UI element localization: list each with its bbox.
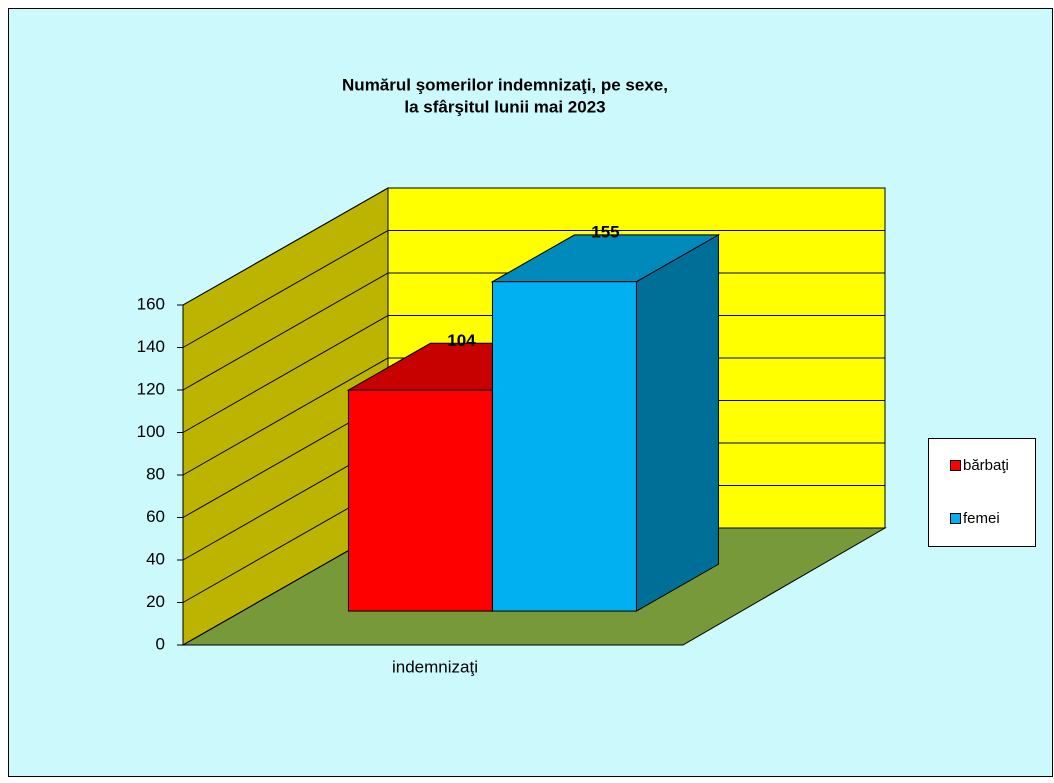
y-tick-label: 80 (146, 464, 165, 483)
legend-swatch (950, 513, 961, 524)
grid-line (182, 230, 389, 348)
y-tick-label: 0 (156, 634, 165, 653)
x-tick-label: indemnizaţi (392, 657, 478, 676)
legend-swatch (950, 460, 961, 471)
value-label: 155 (591, 222, 619, 241)
y-tick-label: 160 (137, 294, 165, 313)
value-label: 104 (447, 331, 476, 350)
y-tick-label: 100 (137, 422, 165, 441)
legend-label: bărbaţi (963, 457, 1009, 474)
bar-front (347, 389, 493, 612)
grid-line (182, 357, 389, 476)
legend-items: bărbaţi femei (950, 457, 1009, 527)
chart-title: Numărul şomerilor indemnizaţi, pe sexe, (342, 75, 668, 94)
grid-line (182, 272, 389, 391)
bars (346, 234, 721, 612)
chart-title: la sfârşitul lunii mai 2023 (404, 97, 605, 116)
bar-side (635, 234, 719, 612)
y-tick-label: 140 (137, 337, 165, 356)
y-tick-label: 20 (146, 592, 165, 611)
grid-line (182, 315, 389, 433)
y-tick-label: 40 (146, 549, 165, 568)
y-tick-label: 60 (146, 507, 165, 526)
legend-label: femei (963, 510, 1000, 527)
bar (490, 234, 721, 612)
grid-line (182, 187, 389, 306)
bar-front (491, 281, 637, 612)
legend (928, 438, 1036, 547)
y-tick-label: 120 (137, 379, 165, 398)
